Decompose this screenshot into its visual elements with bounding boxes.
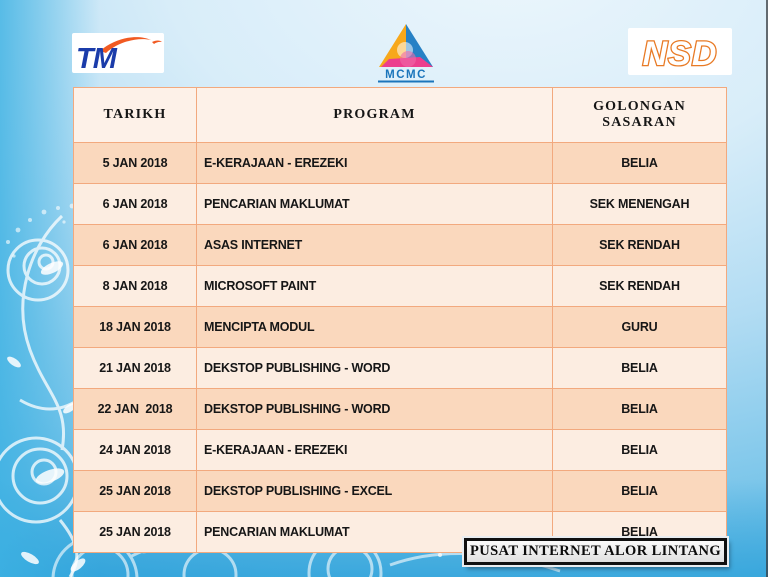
cell-date: 6 JAN 2018 bbox=[73, 224, 197, 266]
cell-target: SEK RENDAH bbox=[552, 224, 727, 266]
cell-target: BELIA bbox=[552, 429, 727, 471]
schedule-table: TARIKH PROGRAM GOLONGAN SASARAN 5 JAN 20… bbox=[73, 87, 727, 553]
footer-label: PUSAT INTERNET ALOR LINTANG bbox=[469, 543, 722, 559]
slide-right-edge-divider bbox=[766, 0, 768, 577]
cell-date: 18 JAN 2018 bbox=[73, 306, 197, 348]
table-row: 21 JAN 2018 DEKSTOP PUBLISHING - WORD BE… bbox=[73, 347, 727, 389]
tm-logo-text: TM bbox=[76, 43, 118, 73]
header-cell-program: PROGRAM bbox=[196, 87, 553, 143]
table-header-row: TARIKH PROGRAM GOLONGAN SASARAN bbox=[73, 87, 727, 143]
table-row: 22 JAN 2018 DEKSTOP PUBLISHING - WORD BE… bbox=[73, 388, 727, 430]
cell-date: 6 JAN 2018 bbox=[73, 183, 197, 225]
cell-target: BELIA bbox=[552, 388, 727, 430]
cell-program: PENCARIAN MAKLUMAT bbox=[196, 183, 553, 225]
cell-program: ASAS INTERNET bbox=[196, 224, 553, 266]
cell-date: 24 JAN 2018 bbox=[73, 429, 197, 471]
cell-date: 8 JAN 2018 bbox=[73, 265, 197, 307]
cell-program: E-KERAJAAN - EREZEKI bbox=[196, 142, 553, 184]
cell-date: 25 JAN 2018 bbox=[73, 470, 197, 512]
cell-target: BELIA bbox=[552, 142, 727, 184]
header-cell-golongan-sasaran: GOLONGAN SASARAN bbox=[552, 87, 727, 143]
table-row: 24 JAN 2018 E-KERAJAAN - EREZEKI BELIA bbox=[73, 429, 727, 471]
cell-program: E-KERAJAAN - EREZEKI bbox=[196, 429, 553, 471]
cell-program: DEKSTOP PUBLISHING - WORD bbox=[196, 388, 553, 430]
cell-target: SEK MENENGAH bbox=[552, 183, 727, 225]
nsd-logo-text: NSD bbox=[643, 35, 718, 73]
cell-program: MICROSOFT PAINT bbox=[196, 265, 553, 307]
table-row: 5 JAN 2018 E-KERAJAAN - EREZEKI BELIA bbox=[73, 142, 727, 184]
cell-target: GURU bbox=[552, 306, 727, 348]
cell-target: SEK RENDAH bbox=[552, 265, 727, 307]
header-cell-tarikh: TARIKH bbox=[73, 87, 197, 143]
cell-date: 21 JAN 2018 bbox=[73, 347, 197, 389]
nsd-logo: NSD bbox=[628, 28, 732, 75]
footer-plaque: PUSAT INTERNET ALOR LINTANG bbox=[464, 538, 727, 565]
cell-program: DEKSTOP PUBLISHING - WORD bbox=[196, 347, 553, 389]
cell-program: DEKSTOP PUBLISHING - EXCEL bbox=[196, 470, 553, 512]
cell-target: BELIA bbox=[552, 347, 727, 389]
table-row: 25 JAN 2018 DEKSTOP PUBLISHING - EXCEL B… bbox=[73, 470, 727, 512]
table-row: 6 JAN 2018 PENCARIAN MAKLUMAT SEK MENENG… bbox=[73, 183, 727, 225]
table-row: 8 JAN 2018 MICROSOFT PAINT SEK RENDAH bbox=[73, 265, 727, 307]
tm-swoosh-tip-icon bbox=[152, 40, 162, 44]
cell-date: 22 JAN 2018 bbox=[73, 388, 197, 430]
table-row: 6 JAN 2018 ASAS INTERNET SEK RENDAH bbox=[73, 224, 727, 266]
table-row: 18 JAN 2018 MENCIPTA MODUL GURU bbox=[73, 306, 727, 348]
tm-swoosh-icon bbox=[100, 37, 151, 53]
cell-program: MENCIPTA MODUL bbox=[196, 306, 553, 348]
cell-date: 5 JAN 2018 bbox=[73, 142, 197, 184]
mcmc-logo: MCMC bbox=[374, 22, 438, 84]
mcmc-logo-text: MCMC bbox=[385, 69, 427, 81]
cell-date: 25 JAN 2018 bbox=[73, 511, 197, 553]
cell-target: BELIA bbox=[552, 470, 727, 512]
mcmc-triangle-left-icon bbox=[379, 24, 406, 67]
tm-logo: TM bbox=[72, 33, 164, 75]
